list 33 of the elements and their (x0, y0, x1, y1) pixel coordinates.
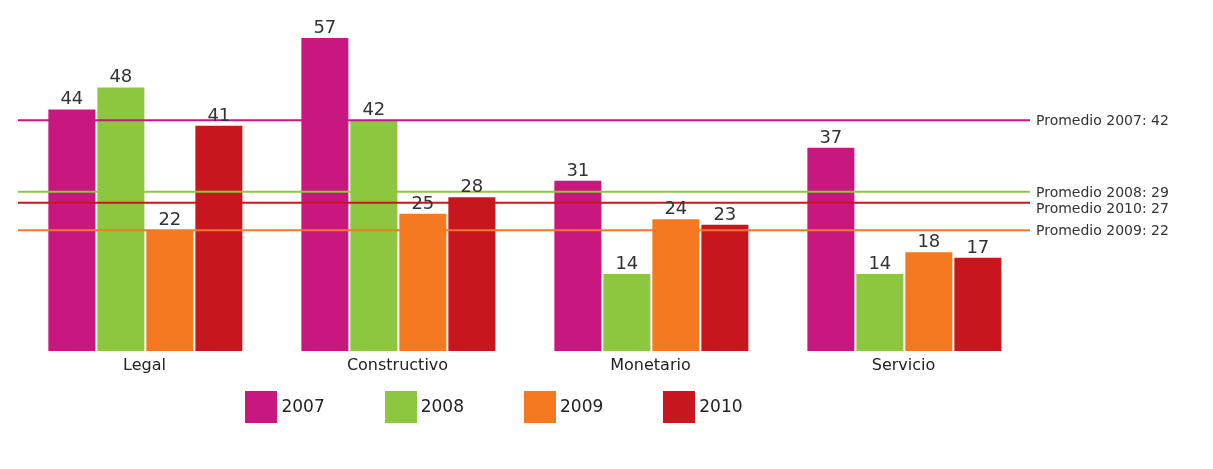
data-label: 37 (819, 125, 843, 147)
x-tick-label: Monetario (610, 355, 691, 375)
data-label: 18 (917, 230, 941, 252)
data-label: 24 (664, 197, 688, 219)
data-label: 17 (966, 235, 990, 257)
legend-label: 2009 (560, 396, 604, 416)
x-tick-label: Legal (123, 355, 166, 375)
ref-line-label: Promedio 2007: 42 (1036, 112, 1169, 129)
ref-line-label: Promedio 2009: 22 (1036, 222, 1169, 239)
legend-label: 2008 (420, 396, 464, 416)
data-label: 22 (158, 208, 182, 230)
x-tick-label: Servicio (871, 355, 936, 375)
legend-label: 2007 (281, 396, 325, 416)
bar (905, 252, 953, 351)
legend-label: 2010 (699, 396, 743, 416)
data-label: 42 (362, 98, 386, 120)
bar (603, 274, 651, 351)
bar (954, 257, 1002, 351)
data-label: 44 (60, 87, 84, 109)
data-label: 48 (109, 65, 133, 87)
data-label: 31 (566, 158, 590, 180)
ref-line-label: Promedio 2008: 29 (1036, 183, 1169, 200)
bar (554, 180, 602, 351)
bar (807, 147, 855, 351)
x-tick-label: Constructivo (346, 355, 449, 375)
data-label: 28 (460, 175, 484, 197)
data-label: 57 (313, 16, 337, 37)
bar (701, 224, 749, 351)
bar (856, 274, 904, 351)
data-label: 14 (615, 252, 639, 274)
data-label: 23 (713, 202, 737, 224)
data-label: 14 (868, 252, 892, 274)
ref-line-label: Promedio 2010: 27 (1036, 199, 1169, 216)
